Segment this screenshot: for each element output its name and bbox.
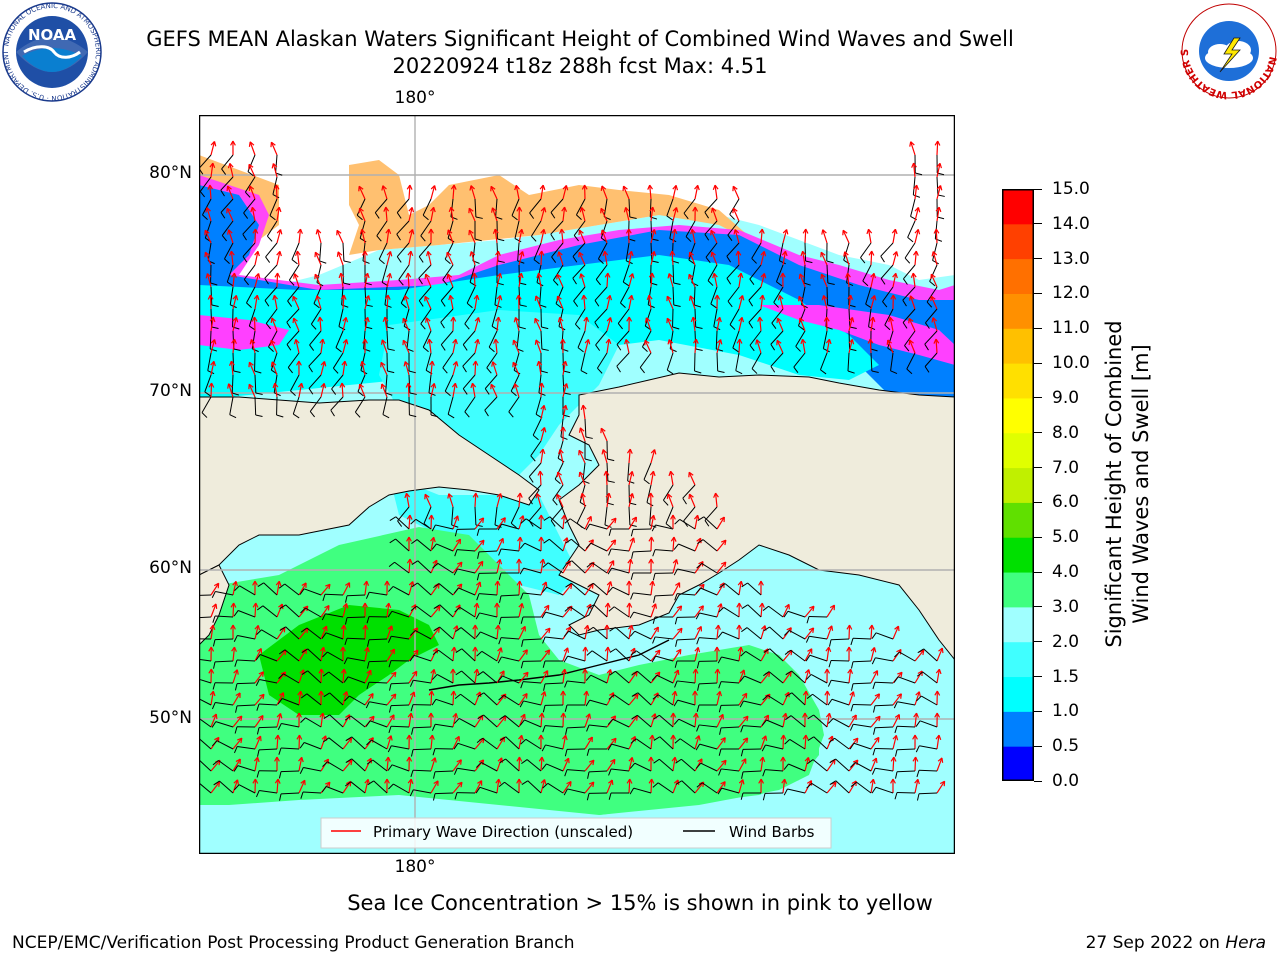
noaa-logo-icon: NATIONAL OCEANIC AND ATMOSPHERIC ADMINIS… xyxy=(2,2,102,102)
sea-ice-caption: Sea Ice Concentration > 15% is shown in … xyxy=(347,891,933,915)
title-line-1: GEFS MEAN Alaskan Waters Significant Hei… xyxy=(146,27,1014,51)
colorbar-tick-mark xyxy=(1034,327,1042,329)
colorbar-tick-label: 9.0 xyxy=(1052,387,1080,408)
colorbar-segment xyxy=(1002,502,1034,538)
colorbar-tick-mark xyxy=(1034,745,1042,747)
arctic-pink-right xyxy=(759,305,955,365)
colorbar-segment xyxy=(1002,432,1034,469)
colorbar-label-line-2: Wind Waves and Swell [m] xyxy=(1129,344,1153,624)
colorbar-tick-label: 6.0 xyxy=(1052,492,1080,513)
noaa-logo-text: NOAA xyxy=(28,26,77,44)
colorbar-tick-label: 4.0 xyxy=(1052,562,1080,583)
nws-logo-icon: NATIONAL WEATHER SERVICE xyxy=(1180,2,1278,100)
colorbar-tick-label: 0.0 xyxy=(1052,771,1080,791)
colorbar-segment xyxy=(1002,711,1034,747)
map-panel: Primary Wave Direction (unscaled) Wind B… xyxy=(199,115,955,854)
colorbar-tick-mark xyxy=(1034,606,1042,608)
lat-label-60: 60°N xyxy=(149,558,192,578)
map-frame xyxy=(199,115,955,854)
colorbar-tick-mark xyxy=(1034,223,1042,225)
footer-branch: NCEP/EMC/Verification Post Processing Pr… xyxy=(12,933,575,953)
colorbar-tick-mark xyxy=(1034,188,1042,190)
colorbar-tick-mark xyxy=(1034,571,1042,573)
colorbar-tick-mark xyxy=(1034,397,1042,399)
colorbar-segment xyxy=(1002,572,1034,608)
title-line-2: 20220924 t18z 288h fcst Max: 4.51 xyxy=(392,54,768,78)
colorbar-segment xyxy=(1002,641,1034,678)
lat-label-50: 50°N xyxy=(149,708,192,728)
sea-ice-orange-band xyxy=(349,160,759,255)
legend-barb-label: Wind Barbs xyxy=(729,823,815,841)
colorbar-segment xyxy=(1002,537,1034,573)
colorbar-tick-label: 12.0 xyxy=(1052,283,1090,304)
colorbar-tick-mark xyxy=(1034,710,1042,712)
colorbar-tick-mark xyxy=(1034,676,1042,678)
colorbar-tick-label: 2.0 xyxy=(1052,631,1080,652)
colorbar-label-line-1: Significant Height of Combined xyxy=(1102,320,1126,648)
colorbar-tick-label: 8.0 xyxy=(1052,422,1080,443)
colorbar-tick-label: 3.0 xyxy=(1052,596,1080,617)
colorbar-segment xyxy=(1002,363,1034,399)
colorbar-tick-label: 1.0 xyxy=(1052,701,1080,722)
colorbar-segment xyxy=(1002,293,1034,329)
colorbar-segment xyxy=(1002,258,1034,294)
lon-label-bottom: 180° xyxy=(394,857,436,877)
colorbar-label: Significant Height of Combined Wind Wave… xyxy=(1101,274,1155,694)
lat-label-80: 80°N xyxy=(149,163,192,183)
colorbar-segment xyxy=(1002,328,1034,364)
colorbar-segment xyxy=(1002,606,1034,643)
colorbar-segment xyxy=(1002,397,1034,434)
wave-field-cyan-bering xyxy=(389,475,579,595)
sea-ice-pink-band xyxy=(199,175,955,315)
arctic-pink-streak xyxy=(199,315,289,350)
land-alaska xyxy=(558,372,955,661)
colorbar-tick-label: 13.0 xyxy=(1052,248,1090,269)
wave-field-2to3m-east-pacific xyxy=(579,650,824,815)
colorbar-tick-mark xyxy=(1034,432,1042,434)
map-legend: Primary Wave Direction (unscaled) Wind B… xyxy=(320,817,832,849)
footer-date: 27 Sep 2022 on Hera xyxy=(1086,933,1266,953)
land-aleutian-chain xyxy=(428,639,670,691)
colorbar-segment xyxy=(1002,223,1034,260)
colorbar-tick-label: 5.0 xyxy=(1052,527,1080,548)
colorbar-tick-mark xyxy=(1034,292,1042,294)
colorbar-tick-label: 1.5 xyxy=(1052,666,1080,687)
colorbar-segment xyxy=(1002,746,1034,781)
colorbar-tick-mark xyxy=(1034,362,1042,364)
colorbar xyxy=(1002,189,1034,781)
colorbar-segment xyxy=(1002,676,1034,712)
colorbar-tick-label: 10.0 xyxy=(1052,353,1090,374)
colorbar-tick-mark xyxy=(1034,501,1042,503)
colorbar-frame xyxy=(1002,189,1034,781)
vector-overlay xyxy=(199,140,946,801)
colorbar-tick-label: 7.0 xyxy=(1052,457,1080,478)
colorbar-segment xyxy=(1002,189,1034,225)
colorbar-tick-label: 14.0 xyxy=(1052,213,1090,234)
chart-title: GEFS MEAN Alaskan Waters Significant Hei… xyxy=(0,26,1160,80)
lon-label-top: 180° xyxy=(394,88,436,108)
colorbar-segment xyxy=(1002,467,1034,503)
colorbar-tick-label: 0.5 xyxy=(1052,736,1080,757)
colorbar-tick-mark xyxy=(1034,780,1042,782)
colorbar-tick-label: 11.0 xyxy=(1052,318,1090,339)
colorbar-tick-label: 15.0 xyxy=(1052,179,1090,199)
colorbar-tick-mark xyxy=(1034,258,1042,260)
lat-label-70: 70°N xyxy=(149,381,192,401)
colorbar-tick-mark xyxy=(1034,467,1042,469)
legend-wave-label: Primary Wave Direction (unscaled) xyxy=(373,823,633,841)
colorbar-tick-mark xyxy=(1034,641,1042,643)
footer-date-text: 27 Sep 2022 on xyxy=(1085,933,1226,953)
footer-host: Hera xyxy=(1225,933,1266,953)
colorbar-tick-mark xyxy=(1034,536,1042,538)
